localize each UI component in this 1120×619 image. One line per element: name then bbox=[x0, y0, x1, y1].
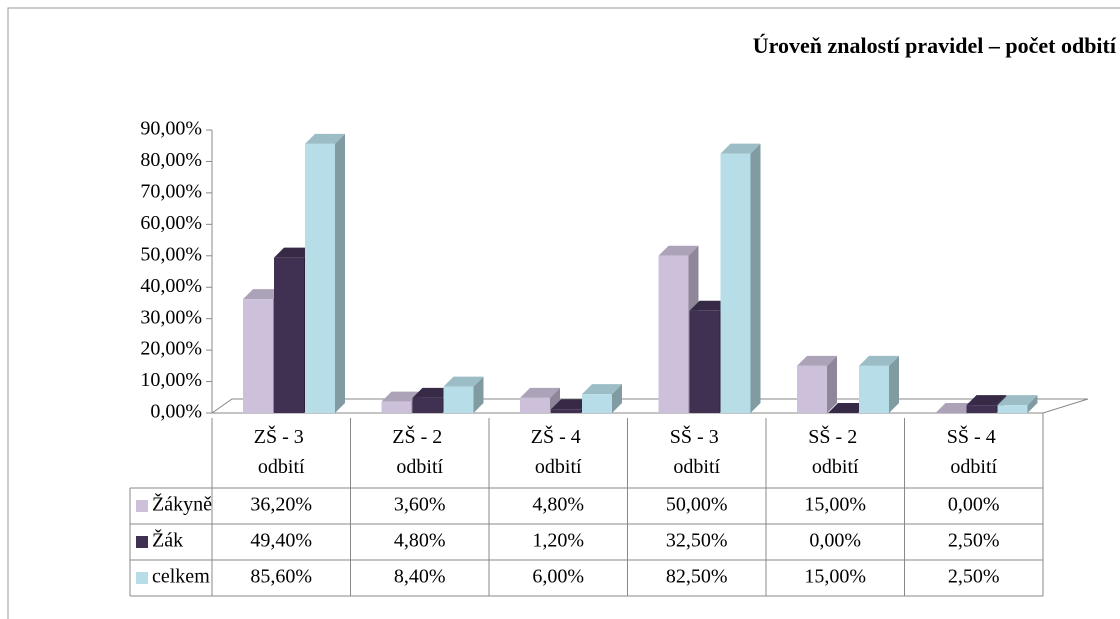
bar-front bbox=[720, 153, 751, 414]
category-label: SŠ - 4 odbití bbox=[947, 424, 1001, 478]
bar bbox=[797, 355, 837, 413]
bar-top bbox=[720, 143, 761, 154]
bar-front bbox=[243, 299, 273, 413]
bar-side bbox=[473, 376, 484, 413]
table-value: 8,40% bbox=[394, 566, 446, 588]
legend-swatch bbox=[136, 536, 148, 548]
chart-frame bbox=[7, 7, 1120, 619]
y-tick-label: 70,00% bbox=[140, 180, 202, 202]
y-tick-label: 20,00% bbox=[140, 338, 202, 360]
table-value: 50,00% bbox=[666, 494, 728, 516]
category-label: SŠ - 3 odbití bbox=[670, 424, 724, 478]
bar-side bbox=[612, 384, 622, 413]
bar-front bbox=[412, 397, 443, 413]
y-tick-label: 10,00% bbox=[140, 369, 202, 391]
bar-top bbox=[828, 403, 868, 413]
legend-label: Žák bbox=[152, 529, 183, 552]
table-value: 32,50% bbox=[666, 530, 728, 552]
bar-top bbox=[935, 403, 976, 413]
table-value: 85,60% bbox=[250, 566, 312, 588]
bar-top bbox=[689, 300, 730, 311]
bar-front bbox=[305, 143, 335, 413]
table-value: 15,00% bbox=[804, 566, 866, 588]
bar-top bbox=[997, 395, 1038, 406]
y-tick-label: 60,00% bbox=[140, 212, 202, 234]
table-value: 15,00% bbox=[804, 494, 866, 516]
bar-top bbox=[551, 399, 591, 410]
bar-side bbox=[550, 387, 560, 413]
bar bbox=[828, 403, 868, 413]
table-value: 6,00% bbox=[532, 566, 584, 588]
legend-label: Žákyně bbox=[152, 493, 212, 516]
bar-front bbox=[689, 310, 720, 413]
bar-top bbox=[381, 391, 422, 402]
bar-top bbox=[243, 289, 283, 300]
category-label: ZŠ - 4 odbití bbox=[531, 424, 586, 478]
bar-side bbox=[889, 355, 899, 413]
y-tick-label: 0,00% bbox=[150, 401, 202, 423]
bar-side bbox=[750, 143, 761, 414]
y-tick-label: 40,00% bbox=[140, 275, 202, 297]
bar-front bbox=[658, 255, 689, 413]
chart-title: Úroveň znalostí pravidel – počet odbití bbox=[753, 33, 1117, 58]
table-value: 36,20% bbox=[250, 494, 312, 516]
bar-front bbox=[997, 405, 1028, 413]
bar bbox=[859, 355, 899, 413]
bar-front bbox=[520, 397, 550, 413]
bar bbox=[520, 387, 560, 413]
bar-top bbox=[520, 387, 560, 398]
y-tick-label: 30,00% bbox=[140, 306, 202, 328]
bar bbox=[582, 384, 622, 413]
bar-side bbox=[827, 355, 837, 413]
bar-side bbox=[335, 133, 345, 413]
bar-top bbox=[305, 133, 345, 144]
bar bbox=[305, 133, 345, 413]
y-tick-label: 50,00% bbox=[140, 243, 202, 265]
bar-front bbox=[797, 365, 827, 413]
bar-top bbox=[412, 387, 453, 398]
legend-swatch bbox=[136, 572, 148, 584]
table-value: 4,80% bbox=[394, 530, 446, 552]
table-value: 49,40% bbox=[250, 530, 312, 552]
y-tick-label: 80,00% bbox=[140, 149, 202, 171]
bar-top bbox=[797, 355, 837, 366]
bar-front bbox=[274, 257, 304, 413]
table-value: 82,50% bbox=[666, 566, 728, 588]
table-value: 0,00% bbox=[809, 530, 861, 552]
table-value: 0,00% bbox=[948, 494, 1000, 516]
bar-front bbox=[859, 365, 889, 413]
bar-side bbox=[1027, 395, 1038, 413]
category-label: SŠ - 2 odbití bbox=[808, 424, 862, 478]
bar-top bbox=[966, 395, 1007, 406]
bar-top bbox=[274, 247, 314, 258]
y-tick-label: 90,00% bbox=[140, 118, 202, 140]
bar-top bbox=[859, 355, 899, 366]
bar-front bbox=[443, 386, 474, 413]
bar bbox=[935, 403, 976, 413]
category-label: ZŠ - 2 odbití bbox=[392, 424, 447, 478]
bar bbox=[443, 376, 484, 413]
legend-swatch bbox=[136, 500, 148, 512]
table-value: 1,20% bbox=[532, 530, 584, 552]
table-value: 4,80% bbox=[532, 494, 584, 516]
bar-front bbox=[381, 401, 412, 413]
legend-label: celkem bbox=[152, 566, 210, 588]
table-value: 3,60% bbox=[394, 494, 446, 516]
bar-front bbox=[582, 394, 612, 413]
bar-top bbox=[582, 384, 622, 395]
table-value: 2,50% bbox=[948, 566, 1000, 588]
bar bbox=[720, 143, 761, 414]
table-value: 2,50% bbox=[948, 530, 1000, 552]
category-label: ZŠ - 3 odbití bbox=[254, 424, 309, 478]
bar bbox=[997, 395, 1038, 413]
bar-front bbox=[966, 405, 997, 413]
bar-front bbox=[551, 409, 581, 413]
bar-top bbox=[443, 376, 484, 387]
bar-top bbox=[658, 245, 699, 256]
